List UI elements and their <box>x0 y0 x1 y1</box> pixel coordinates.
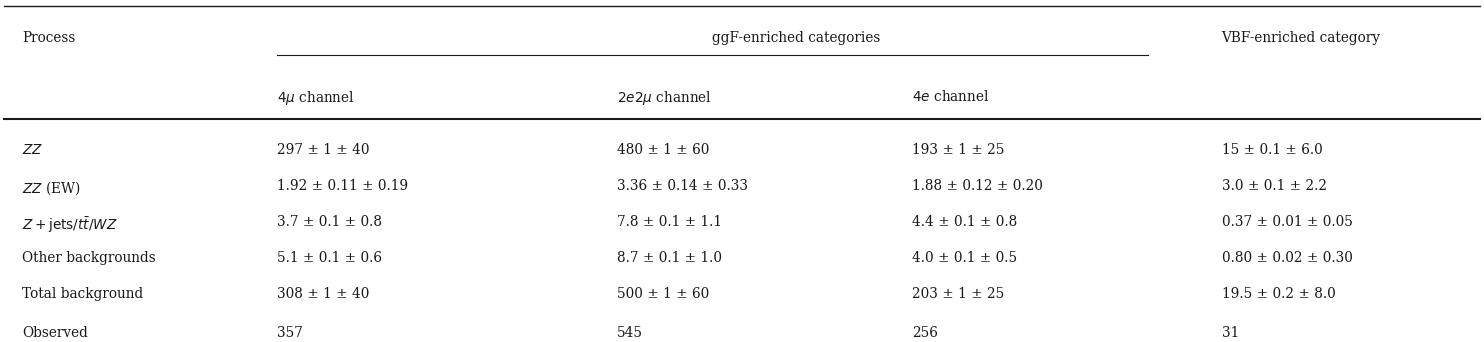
Text: 15 ± 0.1 ± 6.0: 15 ± 0.1 ± 6.0 <box>1221 143 1322 157</box>
Text: $ZZ$ (EW): $ZZ$ (EW) <box>22 179 80 197</box>
Text: 19.5 ± 0.2 ± 8.0: 19.5 ± 0.2 ± 8.0 <box>1221 287 1336 301</box>
Text: 545: 545 <box>616 327 643 341</box>
Text: 1.92 ± 0.11 ± 0.19: 1.92 ± 0.11 ± 0.19 <box>278 179 408 193</box>
Text: ggF-enriched categories: ggF-enriched categories <box>712 31 881 45</box>
Text: 256: 256 <box>911 327 938 341</box>
Text: 3.7 ± 0.1 ± 0.8: 3.7 ± 0.1 ± 0.8 <box>278 215 383 229</box>
Text: 297 ± 1 ± 40: 297 ± 1 ± 40 <box>278 143 370 157</box>
Text: Observed: Observed <box>22 327 88 341</box>
Text: 0.80 ± 0.02 ± 0.30: 0.80 ± 0.02 ± 0.30 <box>1221 251 1352 265</box>
Text: 500 ± 1 ± 60: 500 ± 1 ± 60 <box>616 287 709 301</box>
Text: 3.0 ± 0.1 ± 2.2: 3.0 ± 0.1 ± 2.2 <box>1221 179 1327 193</box>
Text: 8.7 ± 0.1 ± 1.0: 8.7 ± 0.1 ± 1.0 <box>616 251 721 265</box>
Text: $Z+\mathrm{jets}/t\bar{t}/WZ$: $Z+\mathrm{jets}/t\bar{t}/WZ$ <box>22 215 117 235</box>
Text: $4e$ channel: $4e$ channel <box>911 89 990 104</box>
Text: Process: Process <box>22 31 76 45</box>
Text: 4.4 ± 0.1 ± 0.8: 4.4 ± 0.1 ± 0.8 <box>911 215 1017 229</box>
Text: Other backgrounds: Other backgrounds <box>22 251 156 265</box>
Text: $2e2\mu$ channel: $2e2\mu$ channel <box>616 89 711 106</box>
Text: 357: 357 <box>278 327 303 341</box>
Text: 5.1 ± 0.1 ± 0.6: 5.1 ± 0.1 ± 0.6 <box>278 251 383 265</box>
Text: 480 ± 1 ± 60: 480 ± 1 ± 60 <box>616 143 709 157</box>
Text: 7.8 ± 0.1 ± 1.1: 7.8 ± 0.1 ± 1.1 <box>616 215 721 229</box>
Text: 3.36 ± 0.14 ± 0.33: 3.36 ± 0.14 ± 0.33 <box>616 179 748 193</box>
Text: $ZZ$: $ZZ$ <box>22 143 43 157</box>
Text: 4.0 ± 0.1 ± 0.5: 4.0 ± 0.1 ± 0.5 <box>911 251 1017 265</box>
Text: 1.88 ± 0.12 ± 0.20: 1.88 ± 0.12 ± 0.20 <box>911 179 1043 193</box>
Text: 0.37 ± 0.01 ± 0.05: 0.37 ± 0.01 ± 0.05 <box>1221 215 1352 229</box>
Text: 308 ± 1 ± 40: 308 ± 1 ± 40 <box>278 287 370 301</box>
Text: 31: 31 <box>1221 327 1239 341</box>
Text: 193 ± 1 ± 25: 193 ± 1 ± 25 <box>911 143 1005 157</box>
Text: Total background: Total background <box>22 287 142 301</box>
Text: VBF-enriched category: VBF-enriched category <box>1221 31 1380 45</box>
Text: $4\mu$ channel: $4\mu$ channel <box>278 89 355 106</box>
Text: 203 ± 1 ± 25: 203 ± 1 ± 25 <box>911 287 1005 301</box>
